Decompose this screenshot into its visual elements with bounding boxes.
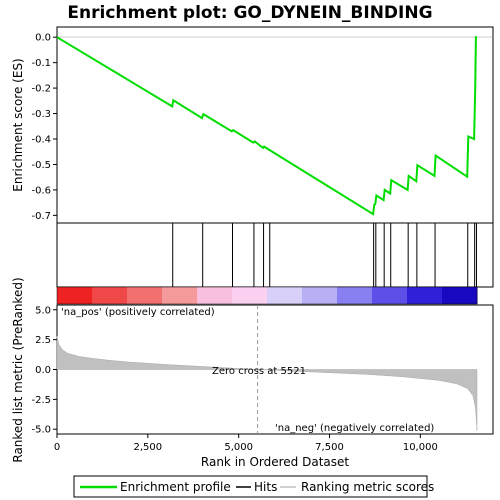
rank-heat-bar — [56, 286, 478, 305]
metric-ytick-label: 0.0 — [35, 365, 51, 376]
chart-title: Enrichment plot: GO_DYNEIN_BINDING — [67, 3, 432, 23]
negative-correlation-label: 'na_neg' (negatively correlated) — [275, 423, 434, 434]
rank-xtick-label: 2,500 — [134, 442, 163, 453]
hit-markers — [172, 223, 477, 287]
es-panel-frame — [56, 26, 494, 224]
heat-bar-segment — [407, 287, 443, 304]
metric-ytick-label: -5.0 — [31, 425, 51, 436]
rank-x-axis: 0 2,500 5,000 7,500 10,000 — [54, 434, 438, 453]
zero-cross-label: Zero cross at 5521 — [212, 366, 306, 377]
heat-bar-segment — [92, 287, 128, 304]
legend-metric-label: Ranking metric scores — [301, 480, 434, 494]
es-ytick-label: -0.3 — [31, 109, 51, 120]
es-ytick-label: 0.0 — [35, 33, 51, 44]
rank-xtick-label: 10,000 — [403, 442, 438, 453]
hits-panel-frame — [56, 222, 494, 288]
metric-ylabel: Ranked list metric (PreRanked) — [11, 277, 25, 462]
rank-xtick-label: 0 — [54, 442, 60, 453]
es-ylabel: Enrichment score (ES) — [11, 58, 25, 191]
rank-xtick-label: 7,500 — [315, 442, 344, 453]
metric-ytick-label: 2.5 — [35, 335, 51, 346]
es-ytick-label: -0.1 — [31, 58, 51, 69]
rank-xlabel: Rank in Ordered Dataset — [201, 455, 349, 469]
heat-bar-segment — [337, 287, 373, 304]
metric-y-axis: 5.0 2.5 0.0 -2.5 -5.0 — [31, 305, 57, 436]
positive-correlation-label: 'na_pos' (positively correlated) — [61, 307, 215, 318]
rank-xtick-label: 5,000 — [224, 442, 253, 453]
es-ytick-label: -0.7 — [31, 211, 51, 222]
heat-bar-outline — [56, 286, 478, 305]
legend-hits-label: Hits — [254, 480, 277, 494]
heat-bar-segment — [232, 287, 268, 304]
es-ytick-label: -0.5 — [31, 160, 51, 171]
es-y-axis: 0.0 -0.1 -0.2 -0.3 -0.4 -0.5 -0.6 -0.7 — [31, 33, 57, 222]
ranking-metric-area — [56, 336, 478, 431]
heat-bar-segment — [127, 287, 163, 304]
legend-enrichment-label: Enrichment profile — [120, 480, 231, 494]
heat-bar-segment — [162, 287, 198, 304]
enrichment-profile-line — [56, 36, 477, 216]
heat-bar-segment — [372, 287, 408, 304]
es-ytick-label: -0.4 — [31, 135, 51, 146]
heat-bar-segment — [197, 287, 233, 304]
es-ytick-label: -0.6 — [31, 185, 51, 196]
metric-ytick-label: 5.0 — [35, 305, 51, 316]
es-ytick-label: -0.2 — [31, 84, 51, 95]
metric-ytick-label: -2.5 — [31, 395, 51, 406]
heat-bar-segment — [57, 287, 93, 304]
heat-bar-segment — [302, 287, 338, 304]
heat-bar-segment — [267, 287, 303, 304]
heat-bar-segment — [442, 287, 478, 304]
